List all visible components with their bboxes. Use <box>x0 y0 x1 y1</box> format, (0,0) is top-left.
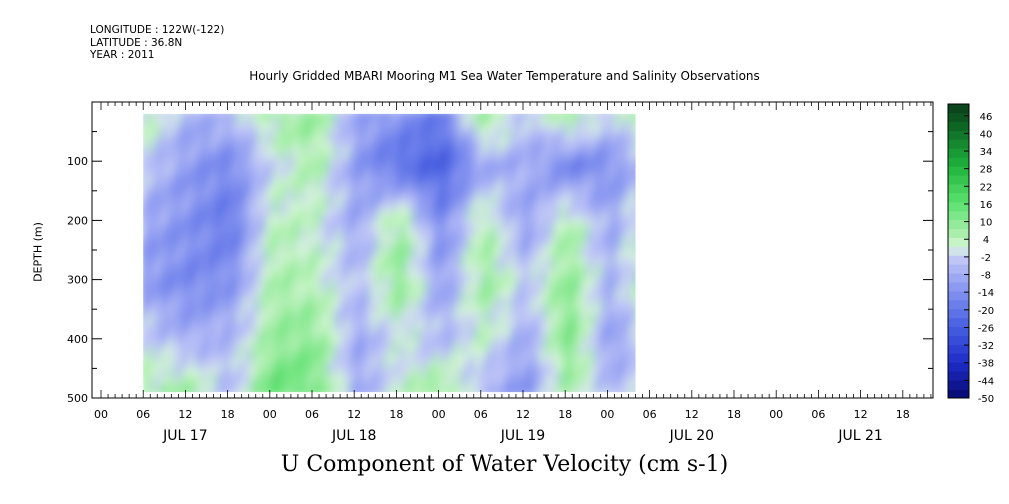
colorbar-swatch <box>948 255 969 265</box>
colorbar-swatch <box>948 273 969 283</box>
colorbar-label: -38 <box>978 359 994 370</box>
x-tick-label: 12 <box>347 408 361 421</box>
colorbar-swatch <box>948 380 969 390</box>
colorbar-label: -50 <box>978 394 994 405</box>
x-tick-label: 06 <box>811 408 825 421</box>
colorbar-swatch <box>948 148 969 158</box>
year-label: YEAR : 2011 <box>90 49 155 61</box>
y-axis-label: DEPTH (m) <box>31 222 45 282</box>
location-info: LONGITUDE : 122W(-122) LATITUDE : 36.8N … <box>90 24 224 62</box>
velocity-field-cells <box>143 113 636 393</box>
colorbar-swatch <box>948 335 969 345</box>
colorbar-swatch <box>948 175 969 185</box>
x-day-label: JUL 19 <box>500 428 545 444</box>
x-tick-label: 06 <box>643 408 657 421</box>
x-tick-label: 18 <box>389 408 403 421</box>
x-day-label: JUL 17 <box>162 428 207 444</box>
colorbar-swatch <box>948 300 969 310</box>
colorbar-label: -2 <box>981 253 991 264</box>
x-tick-label: 12 <box>178 408 192 421</box>
colorbar-label: 10 <box>980 218 993 229</box>
colorbar-label: -26 <box>978 323 994 334</box>
colorbar-label: -32 <box>978 341 994 352</box>
colorbar-label: 40 <box>980 129 993 140</box>
colorbar-swatch <box>948 202 969 212</box>
colorbar-label: 34 <box>980 147 993 158</box>
colorbar-swatch <box>948 166 969 176</box>
x-day-label: JUL 20 <box>669 428 714 444</box>
x-day-label: JUL 21 <box>837 428 882 444</box>
colorbar-swatch <box>948 210 969 221</box>
colorbar-label: -8 <box>981 271 991 282</box>
x-tick-label: 06 <box>136 408 150 421</box>
x-tick-label: 00 <box>263 408 277 421</box>
x-tick-label: 00 <box>600 408 614 421</box>
chart-subtitle: Hourly Gridded MBARI Mooring M1 Sea Wate… <box>249 69 760 83</box>
y-tick-label: 400 <box>67 333 88 346</box>
colorbar-swatch <box>948 184 969 194</box>
colorbar-label: 46 <box>980 112 993 123</box>
colorbar-swatch <box>948 326 969 336</box>
colorbar-frame <box>947 103 970 399</box>
colorbar-swatch <box>948 139 969 149</box>
colorbar-swatch <box>948 371 969 381</box>
colorbar-swatch <box>948 237 969 247</box>
velocity-field <box>143 113 636 393</box>
colorbar-swatch <box>948 282 969 292</box>
x-tick-label: 12 <box>685 408 699 421</box>
colorbar-swatch <box>948 130 969 140</box>
colorbar-swatch <box>948 389 969 399</box>
x-day-label: JUL 18 <box>331 428 376 444</box>
latitude-label: LATITUDE : 36.8N <box>90 36 183 49</box>
colorbar-label: -20 <box>978 306 994 317</box>
colorbar-swatch <box>948 112 969 123</box>
colorbar-swatch <box>948 353 969 363</box>
colorbar-label: -14 <box>978 288 994 299</box>
colorbar-swatch <box>948 193 969 203</box>
x-tick-label: 00 <box>432 408 446 421</box>
y-tick-label: 500 <box>67 392 88 405</box>
colorbar-swatch <box>948 308 969 319</box>
colorbar-label: 22 <box>980 182 993 193</box>
colorbar-swatch <box>948 317 969 328</box>
x-tick-label: 00 <box>94 408 108 421</box>
colorbar-swatch <box>948 121 969 132</box>
colorbar-swatch <box>948 344 969 354</box>
x-tick-label: 18 <box>896 408 910 421</box>
x-tick-label: 12 <box>516 408 530 421</box>
x-tick-label: 00 <box>769 408 783 421</box>
y-tick-label: 100 <box>67 155 88 168</box>
colorbar-label: 4 <box>983 235 989 246</box>
x-axis-title: U Component of Water Velocity (cm s-1) <box>280 452 729 477</box>
colorbar-swatch <box>948 104 969 114</box>
x-tick-label: 06 <box>305 408 319 421</box>
colorbar-label: -44 <box>978 376 994 387</box>
y-tick-label: 300 <box>67 274 88 287</box>
x-tick-label: 18 <box>558 408 572 421</box>
colorbar-swatch <box>948 157 969 167</box>
x-tick-label: 18 <box>221 408 235 421</box>
colorbar-swatch <box>948 362 969 372</box>
y-tick-label: 200 <box>67 214 88 227</box>
axes: 100 200 300 400 500 00 06 12 18 00 06 12 18 00 06 12 18 0… <box>67 102 933 444</box>
x-tick-label: 12 <box>854 408 868 421</box>
longitude-label: LONGITUDE : 122W(-122) <box>90 24 225 36</box>
x-tick-label: 06 <box>474 408 488 421</box>
colorbar-swatch <box>948 219 969 230</box>
x-tick-label: 18 <box>727 408 741 421</box>
colorbar-label: 16 <box>980 200 993 211</box>
colorbar-swatch <box>948 246 969 256</box>
colorbar-swatch <box>948 228 969 238</box>
colorbar-label: 28 <box>980 165 993 176</box>
colorbar-swatch <box>948 264 969 274</box>
colorbar: 46 40 34 28 22 16 10 4 -2 -8 -14 -20 -26 -32 -38 -44 -50 <box>947 103 994 405</box>
colorbar-swatch <box>948 291 969 301</box>
